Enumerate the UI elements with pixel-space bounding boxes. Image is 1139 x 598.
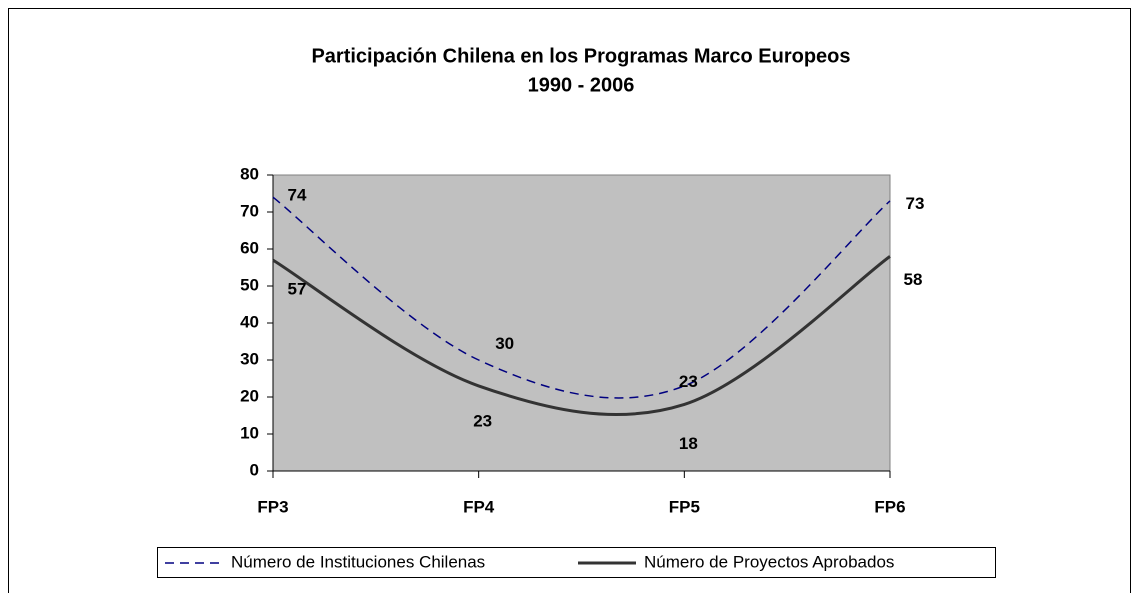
y-tick-label: 40 <box>240 312 259 331</box>
series-line <box>272 196 891 399</box>
y-tick-label: 80 <box>240 164 259 183</box>
x-tick-label: FP6 <box>874 497 905 516</box>
y-tick-label: 60 <box>240 238 259 257</box>
data-label: 30 <box>495 334 514 353</box>
data-label: 57 <box>288 280 307 299</box>
y-tick-label: 70 <box>240 201 259 220</box>
legend-label: Número de Proyectos Aprobados <box>644 552 894 571</box>
y-tick-label: 20 <box>240 386 259 405</box>
chart-title: 1990 - 2006 <box>528 74 635 96</box>
series-line <box>272 255 891 417</box>
y-tick-label: 0 <box>250 460 259 479</box>
legend-label: Número de Instituciones Chilenas <box>231 552 485 571</box>
x-tick-label: FP4 <box>463 497 495 516</box>
x-tick-label: FP3 <box>257 497 288 516</box>
y-tick-label: 30 <box>240 349 259 368</box>
chart-title: Participación Chilena en los Programas M… <box>311 45 850 67</box>
data-label: 23 <box>679 372 698 391</box>
data-label: 58 <box>904 270 923 289</box>
y-tick-label: 10 <box>240 423 259 442</box>
x-tick-label: FP5 <box>669 497 700 516</box>
legend-box <box>157 547 996 578</box>
y-tick-label: 50 <box>240 275 259 294</box>
plot-area <box>272 174 891 472</box>
data-label: 73 <box>906 194 925 213</box>
data-label: 23 <box>473 411 492 430</box>
data-label: 18 <box>679 434 698 453</box>
data-label: 74 <box>288 186 307 205</box>
